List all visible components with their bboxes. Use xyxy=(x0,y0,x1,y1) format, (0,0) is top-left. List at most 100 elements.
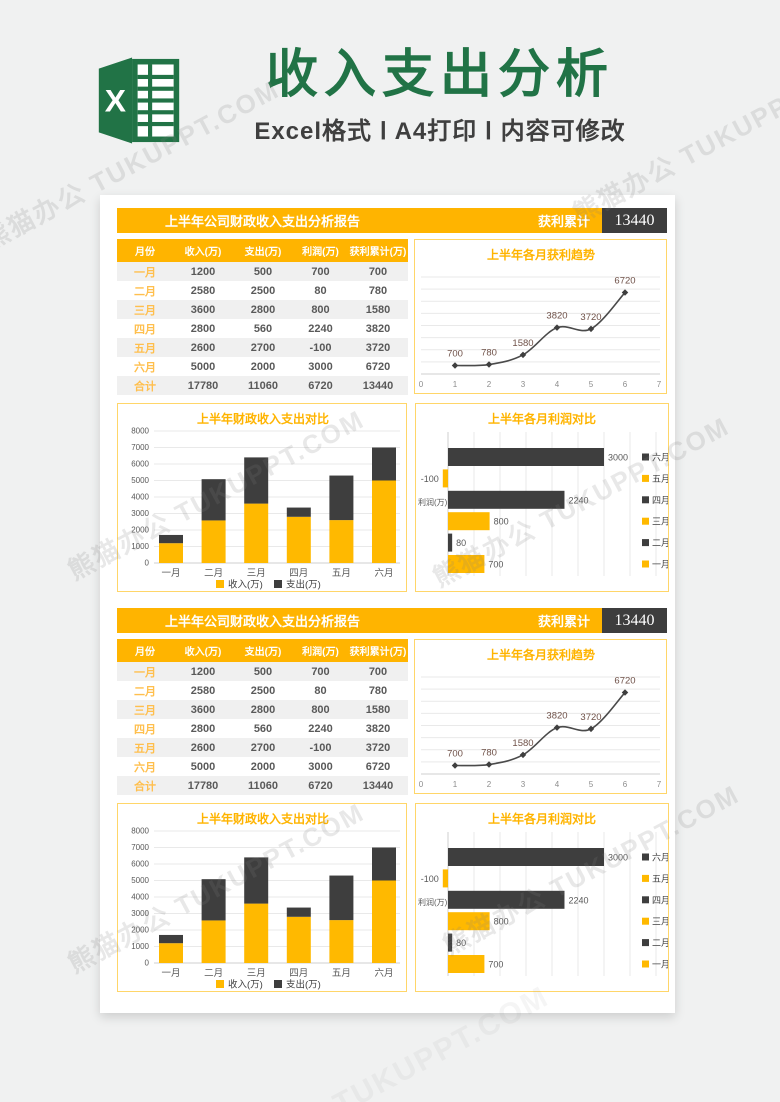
profit-trend-chart-box: 上半年各月获利趋势 0 1 2 3 4 5 6 7 700 780 1580 3820 3720 6720 xyxy=(414,639,667,794)
svg-text:三月: 三月 xyxy=(652,517,668,527)
value-cell: 2800 xyxy=(250,303,276,316)
month-cell: 二月 xyxy=(134,685,156,698)
value-cell: 560 xyxy=(253,722,273,735)
table-row: 四月 2800 560 2240 3820 xyxy=(117,719,408,738)
monthly-profit-hbar-chart: 上半年各月利润对比 3000 六月 -100 五月 2240 四月 800 三月 80 二月 700 一… xyxy=(418,411,668,576)
svg-text:利润(万): 利润(万) xyxy=(418,897,448,907)
svg-text:5: 5 xyxy=(589,780,594,789)
svg-text:700: 700 xyxy=(447,349,463,360)
svg-text:8000: 8000 xyxy=(131,427,149,436)
svg-text:800: 800 xyxy=(494,917,509,927)
svg-text:二月: 二月 xyxy=(204,968,223,979)
svg-text:3720: 3720 xyxy=(580,312,601,323)
value-cell: -100 xyxy=(309,341,332,354)
svg-text:3000: 3000 xyxy=(131,509,149,518)
svg-text:上半年财政收入支出对比: 上半年财政收入支出对比 xyxy=(197,811,329,826)
svg-text:780: 780 xyxy=(481,348,497,359)
value-cell: 800 xyxy=(311,703,330,716)
month-cell: 五月 xyxy=(134,742,156,755)
report-title: 上半年公司财政收入支出分析报告 xyxy=(164,614,360,629)
svg-text:1: 1 xyxy=(453,780,458,789)
svg-text:一月: 一月 xyxy=(652,560,668,570)
table-header-row: 月份 收入(万) 支出(万) 利润(万) 获利累计(万) xyxy=(117,639,408,662)
svg-text:六月: 六月 xyxy=(652,452,668,463)
svg-text:3820: 3820 xyxy=(546,311,567,322)
svg-text:收入(万): 收入(万) xyxy=(228,579,263,591)
value-cell: 2000 xyxy=(250,360,276,373)
svg-text:支出(万): 支出(万) xyxy=(286,979,321,991)
profit-total-label: 获利累计 xyxy=(537,614,590,629)
profit-trend-line-chart: 上半年各月获利趋势 0 1 2 3 4 5 6 7 700 780 1580 3820 3720 6720 xyxy=(419,647,662,789)
value-cell: 1580 xyxy=(365,703,391,716)
table-row: 三月 3600 2800 800 1580 xyxy=(117,300,408,319)
svg-text:二月: 二月 xyxy=(652,938,668,948)
value-cell: 17780 xyxy=(187,379,219,392)
svg-text:支出(万): 支出(万) xyxy=(286,579,321,591)
value-cell: 3820 xyxy=(365,722,391,735)
month-cell: 合计 xyxy=(134,780,156,793)
value-cell: 780 xyxy=(368,684,388,697)
value-cell: 560 xyxy=(253,322,273,335)
value-cell: 2240 xyxy=(308,322,333,335)
value-cell: 780 xyxy=(368,284,388,297)
value-cell: 2600 xyxy=(190,341,216,354)
income-expense-chart-box: 上半年财政收入支出对比 0 1000 2000 3000 4000 5000 6000 7000… xyxy=(117,403,407,592)
table-header-cell: 月份 xyxy=(117,639,173,662)
value-cell: 5000 xyxy=(190,360,216,373)
month-cell: 一月 xyxy=(134,266,156,279)
svg-text:6: 6 xyxy=(623,780,628,789)
value-cell: 2580 xyxy=(190,284,216,297)
svg-text:-100: -100 xyxy=(421,474,439,484)
svg-text:5000: 5000 xyxy=(131,876,149,885)
svg-text:四月: 四月 xyxy=(289,968,308,979)
svg-text:上半年各月获利趋势: 上半年各月获利趋势 xyxy=(487,247,595,262)
value-cell: 2800 xyxy=(190,322,216,335)
value-cell: 700 xyxy=(368,265,388,278)
table-header-cell: 支出(万) xyxy=(233,239,293,262)
income-expense-stacked-bar-chart: 上半年财政收入支出对比 0 1000 2000 3000 4000 5000 6000 7000… xyxy=(131,411,400,591)
value-cell: 3000 xyxy=(308,760,333,773)
svg-text:5000: 5000 xyxy=(131,476,149,485)
value-cell: 2240 xyxy=(308,722,333,735)
month-cell: 六月 xyxy=(134,361,156,374)
month-cell: 合计 xyxy=(134,380,156,393)
value-cell: -100 xyxy=(309,741,332,754)
month-cell: 五月 xyxy=(134,342,156,355)
profit-total-value: 13440 xyxy=(602,208,667,233)
profit-total-label: 获利累计 xyxy=(537,214,590,229)
table-row: 二月 2580 2500 80 780 xyxy=(117,281,408,300)
svg-text:7000: 7000 xyxy=(131,843,149,852)
svg-text:1000: 1000 xyxy=(131,942,149,951)
table-row: 二月 2580 2500 80 780 xyxy=(117,681,408,700)
svg-text:二月: 二月 xyxy=(652,538,668,548)
svg-text:2: 2 xyxy=(487,380,492,389)
value-cell: 500 xyxy=(253,665,273,678)
svg-text:三月: 三月 xyxy=(247,568,266,579)
monthly-profit-hbar-chart: 上半年各月利润对比 3000 六月 -100 五月 2240 四月 800 三月 80 二月 700 一… xyxy=(418,811,668,976)
svg-text:3000: 3000 xyxy=(131,909,149,918)
value-cell: 2700 xyxy=(250,341,276,354)
profit-trend-line-chart: 上半年各月获利趋势 0 1 2 3 4 5 6 7 700 780 1580 3820 3720 6720 xyxy=(419,247,662,389)
value-cell: 3000 xyxy=(308,360,333,373)
value-cell: 80 xyxy=(314,284,327,297)
table-row: 五月 2600 2700 -100 3720 xyxy=(117,338,408,357)
svg-text:0: 0 xyxy=(419,380,424,389)
svg-text:3820: 3820 xyxy=(546,711,567,722)
monthly-profit-chart-box: 上半年各月利润对比 3000 六月 -100 五月 2240 四月 800 三月 80 二月 700 一… xyxy=(415,803,669,992)
svg-text:六月: 六月 xyxy=(652,852,668,863)
table-header-cell: 获利累计(万) xyxy=(348,639,408,662)
income-expense-chart-box: 上半年财政收入支出对比 0 1000 2000 3000 4000 5000 6000 7000… xyxy=(117,803,407,992)
month-cell: 一月 xyxy=(134,666,156,679)
table-row: 一月 1200 500 700 700 xyxy=(117,262,408,281)
value-cell: 11060 xyxy=(248,779,278,792)
svg-text:6000: 6000 xyxy=(131,460,149,469)
hero-title: 收入支出分析 xyxy=(265,46,614,104)
value-cell: 3600 xyxy=(190,303,216,316)
value-cell: 2600 xyxy=(190,741,216,754)
table-row: 合计 17780 11060 6720 13440 xyxy=(117,376,408,395)
value-cell: 6720 xyxy=(308,379,333,392)
svg-text:700: 700 xyxy=(488,560,503,570)
svg-text:4: 4 xyxy=(555,380,560,389)
table-header-cell: 月份 xyxy=(117,239,173,262)
